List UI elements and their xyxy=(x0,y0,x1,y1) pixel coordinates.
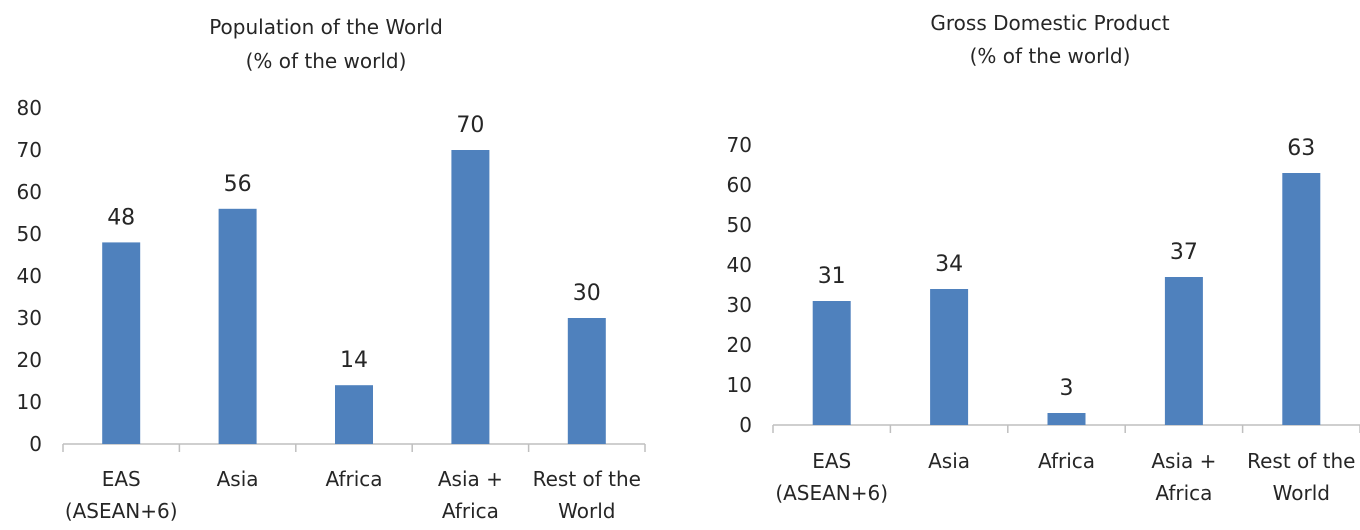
chart-1-data-label: 31 xyxy=(818,264,846,289)
chart-1-category-label: Africa xyxy=(1155,481,1212,505)
chart-0-category-label: EAS xyxy=(102,467,141,491)
chart-0-category-label: Asia + xyxy=(438,467,503,491)
chart-1-data-label: 34 xyxy=(935,252,963,277)
chart-0-y-tick-label: 0 xyxy=(29,432,42,456)
chart-1-bar xyxy=(930,289,969,425)
chart-0-data-label: 14 xyxy=(340,348,368,373)
chart-1-data-label: 3 xyxy=(1060,376,1074,401)
chart-0-category-label: Africa xyxy=(325,467,382,491)
chart-1-subtitle: (% of the world) xyxy=(970,44,1131,68)
chart-1-y-tick-label: 50 xyxy=(727,213,752,237)
chart-1-y-tick-label: 60 xyxy=(727,173,752,197)
chart-1-data-label: 63 xyxy=(1287,136,1315,161)
chart-0-bar xyxy=(451,150,490,444)
chart-1-data-label: 37 xyxy=(1170,240,1198,265)
chart-1-bar xyxy=(1282,173,1321,425)
chart-0-data-label: 30 xyxy=(573,281,601,306)
chart-0-data-label: 56 xyxy=(224,172,252,197)
chart-1-category-label: Asia + xyxy=(1151,449,1216,473)
chart-0-y-tick-label: 10 xyxy=(17,390,42,414)
chart-0-y-tick-label: 60 xyxy=(17,180,42,204)
chart-0-bar xyxy=(218,208,257,444)
chart-0-category-label: Africa xyxy=(442,499,499,523)
chart-1-category-label: World xyxy=(1273,481,1330,505)
chart-1-y-tick-label: 20 xyxy=(727,333,752,357)
chart-0-y-tick-label: 40 xyxy=(17,264,42,288)
chart-1-category-label: EAS xyxy=(812,449,851,473)
chart-1-y-tick-label: 70 xyxy=(727,133,752,157)
chart-0-category-label: (ASEAN+6) xyxy=(65,499,178,523)
chart-0-y-tick-label: 80 xyxy=(17,96,42,120)
chart-1-y-tick-label: 10 xyxy=(727,373,752,397)
chart-0-bar xyxy=(102,242,141,444)
chart-0-y-tick-label: 70 xyxy=(17,138,42,162)
chart-0-category-label: Rest of the xyxy=(533,467,641,491)
chart-0-y-tick-label: 50 xyxy=(17,222,42,246)
chart-0-y-tick-label: 20 xyxy=(17,348,42,372)
chart-0-bar xyxy=(567,318,606,444)
chart-1-title: Gross Domestic Product xyxy=(930,11,1169,35)
chart-0-subtitle: (% of the world) xyxy=(246,49,407,73)
chart-1-bar xyxy=(1164,277,1203,425)
chart-1-bar xyxy=(812,301,851,425)
chart-1-y-tick-label: 0 xyxy=(739,413,752,437)
chart-1-category-label: (ASEAN+6) xyxy=(775,481,888,505)
chart-0-title: Population of the World xyxy=(209,15,443,39)
chart-0-bar xyxy=(335,385,373,444)
chart-1-category-label: Rest of the xyxy=(1247,449,1355,473)
chart-1-bar xyxy=(1047,413,1086,425)
chart-1-category-label: Africa xyxy=(1038,449,1095,473)
chart-1-y-tick-label: 30 xyxy=(727,293,752,317)
chart-0-data-label: 48 xyxy=(107,205,135,230)
chart-0-data-label: 70 xyxy=(456,113,484,138)
chart-0-category-label: World xyxy=(558,499,615,523)
chart-0-category-label: Asia xyxy=(217,467,259,491)
chart-0-y-tick-label: 30 xyxy=(17,306,42,330)
chart-1-category-label: Asia xyxy=(928,449,970,473)
chart-1-y-tick-label: 40 xyxy=(727,253,752,277)
